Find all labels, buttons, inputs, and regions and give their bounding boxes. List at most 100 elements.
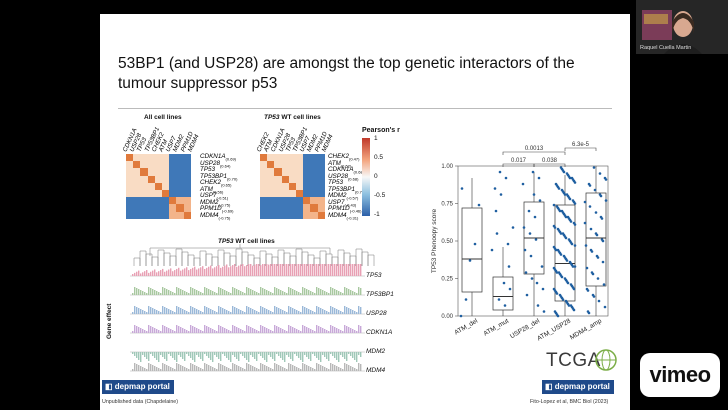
gene-effect-bar xyxy=(322,290,324,295)
row-gene: CHEK2 xyxy=(200,179,221,186)
colorbar-tick: 0 xyxy=(374,173,378,180)
gene-effect-bar xyxy=(282,367,284,371)
gene-effect-bar xyxy=(324,329,326,333)
gene-effect-bar xyxy=(140,352,142,362)
gene-effect-bar xyxy=(146,369,148,371)
gene-effect-bar xyxy=(154,290,156,295)
gene-effect-bar xyxy=(248,326,250,333)
gene-effect-bar xyxy=(244,352,246,358)
gene-effect-bar xyxy=(224,328,226,333)
gene-effect-bar xyxy=(334,308,336,314)
gene-effect-bar xyxy=(236,327,238,333)
gene-effect-bar xyxy=(346,364,348,371)
depmap-logo-right-text: depmap portal xyxy=(554,382,610,391)
gene-effect-bar xyxy=(326,292,328,295)
gene-effect-bar xyxy=(274,287,276,295)
gene-effect-bar xyxy=(264,308,266,314)
gene-effect-bar xyxy=(322,264,324,276)
gene-effect-bar xyxy=(332,307,334,314)
data-point xyxy=(499,193,503,196)
gene-effect-bar xyxy=(190,325,192,333)
gene-effect-bar xyxy=(278,308,280,314)
heatmap-cell xyxy=(303,211,311,219)
gene-effect-bar xyxy=(298,311,300,314)
boxplot-chart: 0.00 0.25 0.50 0.75 1.00 TP53 Phenoopy score A… xyxy=(431,142,609,342)
row-gene: ATM xyxy=(328,159,341,167)
heatmap-cell xyxy=(183,204,191,212)
depmap-logo-left: ◧ depmap portal xyxy=(102,380,174,394)
gene-effect-bar xyxy=(348,327,350,333)
heatmap-cell xyxy=(295,211,304,219)
data-point xyxy=(567,304,571,307)
gene-effect-bar xyxy=(256,292,258,295)
gene-effect-bar xyxy=(256,311,258,314)
gene-effect-bar xyxy=(214,368,216,371)
gene-effect-bar xyxy=(290,326,292,333)
heatmap-cell xyxy=(281,175,289,183)
gene-effect-bar xyxy=(268,310,270,314)
gene-effect-bar xyxy=(140,309,142,314)
gene-effect-bar xyxy=(264,327,266,333)
heatmap-cell xyxy=(288,197,296,205)
vimeo-logo[interactable]: vimeo xyxy=(640,353,720,397)
gene-effect-bar xyxy=(232,325,234,333)
heatmap-cell xyxy=(126,197,134,205)
heatmap-cell xyxy=(303,168,311,176)
gene-effect-bar xyxy=(158,330,160,333)
gene-effect-bar xyxy=(266,309,268,314)
gene-effect-bar xyxy=(250,308,252,314)
gene-effect-bar xyxy=(294,309,296,314)
box xyxy=(585,192,607,287)
data-point xyxy=(460,187,464,190)
data-point xyxy=(602,283,606,286)
gene-effect-bar xyxy=(140,366,142,371)
heatmap-cell xyxy=(161,204,170,212)
heatmap-cell xyxy=(169,175,177,183)
gene-effect-bar xyxy=(152,289,154,295)
gene-effect-bar xyxy=(306,327,308,333)
gene-effect-bar xyxy=(266,366,268,371)
gene-effect-bar xyxy=(310,352,312,361)
heatmap-cell xyxy=(288,211,296,219)
gene-effect-bar xyxy=(184,291,186,295)
gene-effect-bar xyxy=(244,312,246,314)
gene-effect-bar xyxy=(360,264,362,276)
data-point xyxy=(568,176,572,180)
p-value-label: 6.3e-5 xyxy=(572,142,590,148)
gene-effect-bar xyxy=(360,352,362,357)
gene-effect-bar xyxy=(310,329,312,333)
gene-effect-bar xyxy=(144,330,146,333)
heatmap-cell xyxy=(317,154,325,162)
data-point xyxy=(595,233,599,237)
gene-effect-bar xyxy=(132,312,134,314)
gene-effect-bar xyxy=(288,325,290,333)
gene-effect-bar xyxy=(274,325,276,333)
y-tick-label: 1.00 xyxy=(441,164,453,170)
gene-effect-bar xyxy=(308,264,310,276)
data-point xyxy=(593,188,597,192)
track-label: MDM2 xyxy=(366,348,386,355)
heatmap-cell xyxy=(140,168,148,176)
heatmap-cell xyxy=(295,154,304,162)
heatmap-right-grid xyxy=(260,154,325,219)
gene-effect-bar xyxy=(184,310,186,314)
gene-effect-bar xyxy=(230,369,232,371)
gene-effect-bar xyxy=(242,352,244,356)
gene-effect-bar xyxy=(354,311,356,314)
gene-effect-bar xyxy=(212,268,214,276)
gene-effect-bar xyxy=(300,293,302,295)
row-gene: USP28 xyxy=(200,159,220,167)
gene-effect-bar xyxy=(290,264,292,276)
gene-effect-bar xyxy=(198,291,200,295)
heatmap-cell xyxy=(274,168,282,176)
gene-effect-bar xyxy=(270,292,272,295)
data-point xyxy=(603,305,607,309)
gene-effect-bar xyxy=(286,293,288,295)
gene-effect-bar xyxy=(336,264,338,276)
gene-effect-bar xyxy=(228,292,230,295)
gene-effect-bar xyxy=(350,264,352,276)
gene-effect-bar xyxy=(284,264,286,276)
gene-effect-bar xyxy=(326,368,328,371)
data-point xyxy=(601,260,605,264)
gene-effect-bar xyxy=(292,365,294,371)
